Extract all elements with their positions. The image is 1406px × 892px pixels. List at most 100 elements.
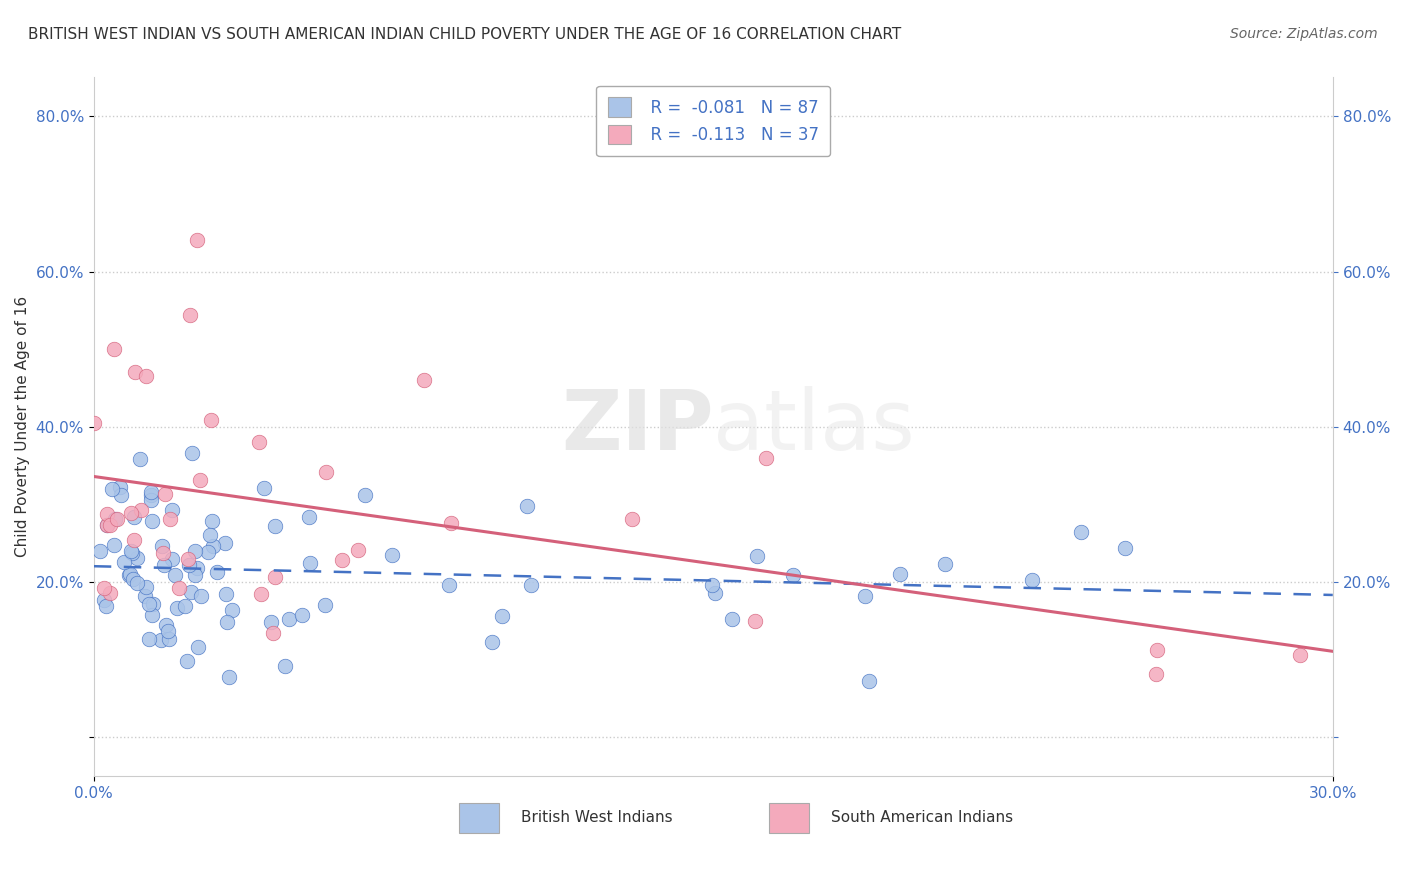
Point bbox=[413, 373, 436, 387]
Point bbox=[127, 551, 149, 566]
Point bbox=[98, 586, 121, 600]
Point bbox=[176, 654, 198, 668]
Point bbox=[93, 582, 115, 596]
Y-axis label: Child Poverty Under the Age of 16: Child Poverty Under the Age of 16 bbox=[15, 296, 30, 558]
Point bbox=[169, 582, 191, 596]
Point bbox=[139, 493, 162, 508]
Point bbox=[153, 487, 176, 501]
Point bbox=[187, 640, 209, 654]
Point bbox=[263, 519, 285, 533]
Point bbox=[934, 557, 956, 571]
Point bbox=[1021, 573, 1043, 587]
Point bbox=[700, 578, 723, 592]
Point bbox=[141, 514, 163, 528]
Point bbox=[122, 509, 145, 524]
Point bbox=[165, 567, 187, 582]
Point bbox=[520, 578, 543, 592]
Point bbox=[253, 481, 276, 495]
Point bbox=[214, 536, 236, 550]
Point bbox=[122, 533, 145, 548]
Point bbox=[129, 452, 152, 467]
Point bbox=[117, 568, 139, 582]
Point bbox=[703, 585, 725, 599]
Point bbox=[100, 482, 122, 496]
Point bbox=[150, 632, 173, 647]
Point bbox=[179, 309, 201, 323]
Legend:   R =  -0.081   N = 87,   R =  -0.113   N = 37: R = -0.081 N = 87, R = -0.113 N = 37 bbox=[596, 86, 831, 156]
Point bbox=[215, 615, 238, 629]
Point bbox=[221, 602, 243, 616]
Point bbox=[249, 587, 271, 601]
Point bbox=[299, 556, 322, 570]
Point bbox=[278, 612, 301, 626]
Point bbox=[491, 609, 513, 624]
Point bbox=[721, 612, 744, 626]
Text: BRITISH WEST INDIAN VS SOUTH AMERICAN INDIAN CHILD POVERTY UNDER THE AGE OF 16 C: BRITISH WEST INDIAN VS SOUTH AMERICAN IN… bbox=[28, 27, 901, 42]
Point bbox=[152, 546, 174, 560]
Point bbox=[129, 503, 152, 517]
Point bbox=[889, 566, 911, 581]
Point bbox=[160, 503, 183, 517]
Point bbox=[381, 548, 404, 562]
Text: atlas: atlas bbox=[713, 386, 915, 467]
Point bbox=[105, 512, 128, 526]
Point bbox=[138, 632, 160, 646]
FancyBboxPatch shape bbox=[769, 803, 808, 833]
Point bbox=[83, 416, 105, 430]
Point bbox=[159, 632, 181, 647]
Point bbox=[110, 480, 132, 494]
Point bbox=[134, 589, 156, 603]
Point bbox=[197, 545, 219, 559]
Point bbox=[215, 587, 238, 601]
Point bbox=[186, 561, 208, 575]
Point bbox=[142, 597, 165, 611]
Point bbox=[112, 555, 135, 569]
Point bbox=[347, 543, 370, 558]
Point bbox=[177, 552, 200, 566]
Point bbox=[160, 552, 183, 566]
Point bbox=[98, 518, 121, 533]
Point bbox=[201, 539, 224, 553]
Point bbox=[516, 499, 538, 513]
Point bbox=[159, 512, 181, 526]
Point bbox=[93, 593, 115, 607]
Point bbox=[247, 435, 270, 450]
Point bbox=[96, 599, 118, 614]
Point bbox=[110, 488, 132, 502]
Point bbox=[744, 614, 766, 628]
Point bbox=[96, 518, 118, 533]
Point bbox=[153, 558, 176, 573]
Point bbox=[315, 465, 337, 479]
Point bbox=[198, 528, 221, 542]
Text: South American Indians: South American Indians bbox=[831, 811, 1014, 825]
Point bbox=[200, 413, 222, 427]
Point bbox=[855, 590, 877, 604]
Point bbox=[260, 615, 283, 629]
Point bbox=[103, 342, 125, 356]
Point bbox=[262, 626, 284, 640]
Point bbox=[184, 544, 207, 558]
Point bbox=[124, 366, 146, 380]
Point bbox=[103, 512, 125, 526]
Point bbox=[190, 589, 212, 603]
Point bbox=[127, 576, 149, 591]
Point bbox=[120, 544, 142, 558]
Point bbox=[782, 567, 804, 582]
Point bbox=[138, 597, 160, 611]
FancyBboxPatch shape bbox=[460, 803, 499, 833]
Point bbox=[745, 549, 768, 563]
Point bbox=[1146, 642, 1168, 657]
Point bbox=[139, 488, 162, 502]
Point bbox=[481, 635, 503, 649]
Point bbox=[858, 673, 880, 688]
Point bbox=[1114, 541, 1136, 556]
Point bbox=[135, 369, 157, 384]
Point bbox=[330, 553, 353, 567]
Point bbox=[354, 488, 377, 502]
Point bbox=[314, 599, 336, 613]
Point bbox=[290, 608, 312, 623]
Point bbox=[179, 558, 201, 573]
Point bbox=[156, 624, 179, 638]
Point bbox=[218, 670, 240, 684]
Point bbox=[103, 538, 125, 552]
